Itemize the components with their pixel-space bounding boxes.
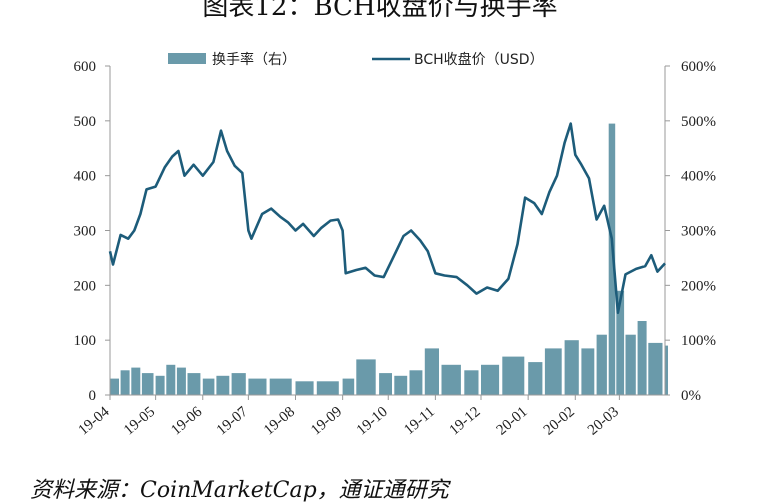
- turnover-bars: [110, 123, 668, 395]
- turnover-bar: [424, 348, 439, 395]
- legend: 换手率（右） BCH收盘价（USD）: [168, 51, 544, 68]
- turnover-bar: [269, 378, 292, 395]
- x-tick-label: 19-06: [168, 404, 205, 439]
- turnover-bar: [356, 359, 376, 395]
- turnover-bar: [141, 373, 154, 395]
- turnover-bar: [481, 364, 500, 395]
- right-tick-label: 200%: [681, 278, 716, 294]
- turnover-bar: [502, 356, 525, 395]
- legend-label-price: BCH收盘价（USD）: [414, 51, 544, 68]
- left-tick-label: 600: [74, 59, 97, 75]
- price-line-group: [108, 122, 666, 315]
- turnover-bar: [665, 345, 668, 395]
- x-tick-label: 19-11: [401, 404, 438, 438]
- x-tick-label: 19-09: [308, 404, 345, 439]
- turnover-bar: [581, 348, 595, 395]
- turnover-bar: [441, 364, 461, 395]
- x-tick-label: 19-10: [354, 404, 391, 439]
- turnover-bar: [648, 342, 663, 395]
- turnover-bar: [120, 370, 130, 395]
- x-tick-label: 20-02: [541, 404, 578, 439]
- turnover-bar: [231, 373, 246, 395]
- right-tick-label: 500%: [681, 114, 716, 130]
- left-tick-label: 300: [74, 224, 97, 240]
- turnover-bar: [342, 378, 355, 395]
- turnover-bar: [295, 381, 314, 395]
- turnover-bar: [608, 123, 616, 395]
- legend-swatch-turnover: [168, 53, 206, 64]
- turnover-bar: [544, 348, 562, 395]
- turnover-bar: [625, 334, 636, 395]
- turnover-bar: [394, 375, 408, 395]
- turnover-bar: [616, 290, 625, 395]
- right-tick-label: 600%: [681, 59, 716, 75]
- turnover-bar: [176, 367, 186, 395]
- turnover-bar: [166, 364, 176, 395]
- turnover-bar: [248, 378, 267, 395]
- x-tick-label: 20-03: [585, 404, 622, 439]
- legend-label-turnover: 换手率（右）: [212, 51, 296, 68]
- turnover-bar: [155, 375, 165, 395]
- x-tick-label: 19-07: [214, 404, 251, 439]
- turnover-bar: [202, 378, 215, 395]
- right-tick-label: 400%: [681, 169, 716, 185]
- price-line: [108, 122, 666, 315]
- turnover-bar: [464, 370, 479, 395]
- left-tick-label: 500: [74, 114, 97, 130]
- chart-title: 图表12：BCH收盘价与换手率: [202, 0, 558, 22]
- left-tick-label: 400: [74, 169, 97, 185]
- turnover-bar: [131, 367, 141, 395]
- x-tick-label: 19-12: [446, 404, 483, 439]
- turnover-bar: [187, 373, 201, 395]
- x-tick-label: 19-05: [121, 404, 158, 439]
- source-note: 资料来源：CoinMarketCap，通证通研究: [30, 478, 449, 503]
- left-tick-label: 0: [89, 388, 97, 404]
- turnover-bar: [110, 378, 119, 395]
- turnover-bar: [564, 340, 579, 395]
- turnover-bar: [596, 334, 607, 395]
- right-tick-label: 0%: [681, 388, 701, 404]
- right-tick-label: 300%: [681, 224, 716, 240]
- turnover-bar: [216, 375, 230, 395]
- x-tick-label: 20-01: [494, 404, 531, 439]
- left-tick-label: 200: [74, 278, 97, 294]
- x-tick-label: 19-04: [75, 403, 112, 438]
- turnover-bar: [316, 381, 339, 395]
- turnover-bar: [409, 370, 423, 395]
- bch-price-turnover-chart: 0 100 200 300 400 500 600 0% 100% 200% 300% 400% 500…: [74, 51, 717, 439]
- left-tick-label: 100: [74, 333, 97, 349]
- turnover-bar: [528, 362, 543, 395]
- turnover-bar: [637, 321, 647, 395]
- turnover-bar: [379, 373, 392, 395]
- right-tick-label: 100%: [681, 333, 716, 349]
- x-tick-label: 19-08: [261, 404, 298, 439]
